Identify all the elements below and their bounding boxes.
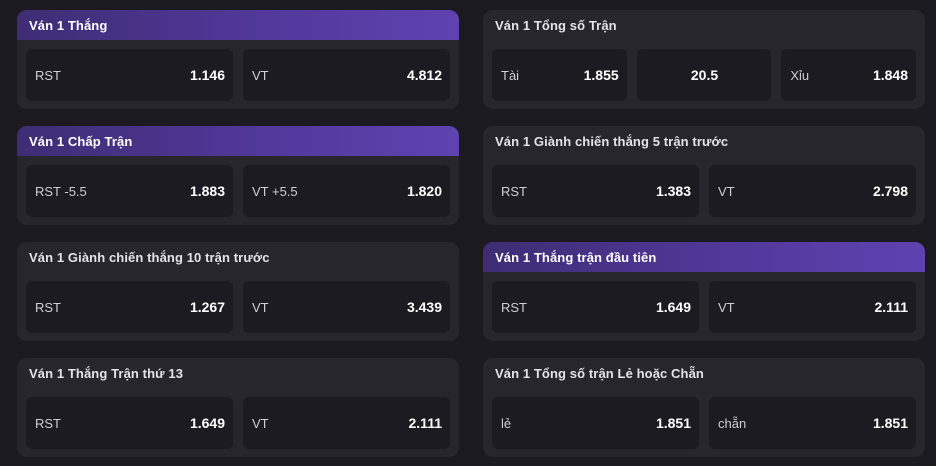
odd-label: VT — [252, 67, 269, 83]
market-title: Ván 1 Tổng số trận Lẻ hoặc Chẵn — [495, 365, 704, 381]
odd-button-vt[interactable]: VT 4.812 — [243, 49, 450, 101]
market-card-race-to-5: Ván 1 Giành chiến thắng 5 trận trước RST… — [483, 126, 925, 225]
odd-button-rst[interactable]: RST 1.267 — [26, 281, 233, 333]
total-line-value: 20.5 — [690, 67, 719, 83]
market-title: Ván 1 Giành chiến thắng 5 trận trước — [495, 133, 729, 149]
odd-value: 1.649 — [655, 299, 691, 315]
odd-button-rst[interactable]: RST 1.649 — [26, 397, 233, 449]
market-card-match-winner: Ván 1 Thắng RST 1.146 VT 4.812 — [17, 10, 459, 109]
odd-label: Xỉu — [790, 67, 810, 83]
market-card-handicap: Ván 1 Chấp Trận RST -5.5 1.883 VT +5.5 1… — [17, 126, 459, 225]
odd-label: Tài — [501, 67, 520, 83]
odd-button-even[interactable]: chẵn 1.851 — [709, 397, 916, 449]
odd-value: 3.439 — [406, 299, 442, 315]
odd-value: 1.383 — [655, 183, 691, 199]
odd-button-vt[interactable]: VT 2.798 — [709, 165, 916, 217]
odd-button-rst[interactable]: RST 1.383 — [492, 165, 699, 217]
market-title: Ván 1 Tổng số Trận — [495, 17, 617, 33]
odd-label: VT — [252, 299, 269, 315]
odd-button-rst-handicap[interactable]: RST -5.5 1.883 — [26, 165, 233, 217]
odd-label: RST — [35, 415, 61, 431]
market-title: Ván 1 Thắng trận đầu tiên — [483, 242, 925, 272]
market-title: Ván 1 Giành chiến thắng 10 trận trước — [29, 249, 270, 265]
odd-button-vt[interactable]: VT 3.439 — [243, 281, 450, 333]
odd-label: RST -5.5 — [35, 183, 87, 199]
odd-value: 2.111 — [408, 415, 443, 431]
odd-label: VT — [718, 183, 735, 199]
odd-button-vt[interactable]: VT 2.111 — [709, 281, 916, 333]
odd-value: 1.851 — [655, 415, 691, 431]
odd-value: 1.855 — [583, 67, 619, 83]
odd-label: lẻ — [501, 415, 512, 431]
market-card-race-to-10: Ván 1 Giành chiến thắng 10 trận trước RS… — [17, 242, 459, 341]
odd-button-under[interactable]: Xỉu 1.848 — [781, 49, 917, 101]
odd-button-rst[interactable]: RST 1.649 — [492, 281, 699, 333]
odd-button-odd[interactable]: lẻ 1.851 — [492, 397, 699, 449]
odd-value: 1.820 — [406, 183, 442, 199]
odd-value: 1.851 — [872, 415, 908, 431]
odd-button-vt[interactable]: VT 2.111 — [243, 397, 450, 449]
total-line: 20.5 — [636, 49, 772, 101]
market-card-total-rounds: Ván 1 Tổng số Trận Tài 1.855 20.5 Xỉu 1.… — [483, 10, 925, 109]
odd-value: 1.146 — [189, 67, 225, 83]
market-card-first-round: Ván 1 Thắng trận đầu tiên RST 1.649 VT 2… — [483, 242, 925, 341]
odd-label: RST — [501, 299, 527, 315]
odd-button-over[interactable]: Tài 1.855 — [492, 49, 627, 101]
market-card-odd-even: Ván 1 Tổng số trận Lẻ hoặc Chẵn lẻ 1.851… — [483, 358, 925, 457]
odd-value: 1.267 — [189, 299, 225, 315]
market-title: Ván 1 Thắng — [17, 10, 459, 40]
odd-value: 1.883 — [189, 183, 225, 199]
odd-label: VT — [718, 299, 735, 315]
odd-label: VT +5.5 — [252, 183, 298, 199]
odd-label: RST — [35, 299, 61, 315]
odd-value: 2.111 — [874, 299, 909, 315]
odd-value: 4.812 — [406, 67, 442, 83]
odd-button-rst[interactable]: RST 1.146 — [26, 49, 233, 101]
odd-value: 2.798 — [872, 183, 908, 199]
odd-value: 1.649 — [189, 415, 225, 431]
odd-label: chẵn — [718, 415, 747, 431]
odd-label: RST — [501, 183, 527, 199]
odd-button-vt-handicap[interactable]: VT +5.5 1.820 — [243, 165, 450, 217]
market-title: Ván 1 Thắng Trận thứ 13 — [29, 365, 184, 381]
market-card-round-13: Ván 1 Thắng Trận thứ 13 RST 1.649 VT 2.1… — [17, 358, 459, 457]
market-title: Ván 1 Chấp Trận — [17, 126, 459, 156]
odd-label: RST — [35, 67, 61, 83]
odd-value: 1.848 — [872, 67, 909, 83]
odd-label: VT — [252, 415, 269, 431]
